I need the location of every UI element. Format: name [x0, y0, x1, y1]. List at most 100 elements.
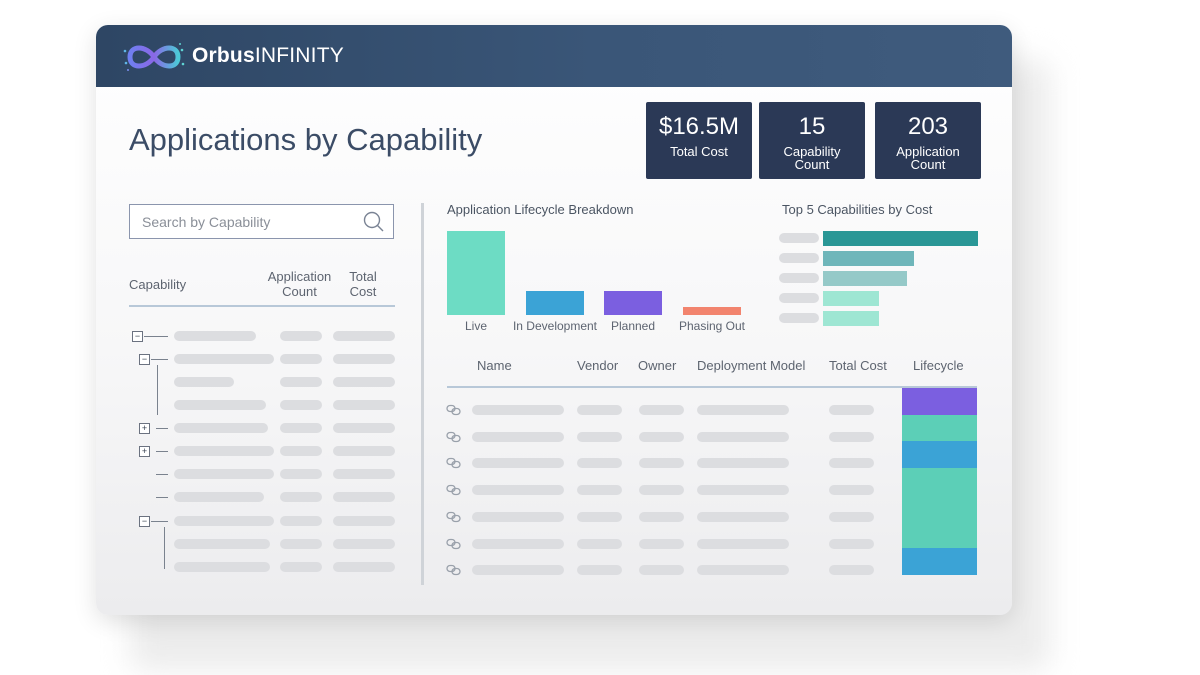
link-icon[interactable]	[446, 431, 462, 443]
kpi-total-cost: $16.5M Total Cost	[646, 102, 752, 179]
app-count-placeholder	[280, 354, 322, 364]
col-lifecycle[interactable]: Lifecycle	[913, 358, 964, 373]
collapse-icon[interactable]: −	[139, 516, 150, 527]
capability-label-placeholder	[779, 233, 819, 243]
owner-placeholder	[639, 538, 684, 549]
vendor-placeholder	[577, 405, 622, 415]
col-application-count[interactable]: Application Count	[267, 269, 332, 299]
lifecycle-bar[interactable]	[683, 306, 741, 315]
lifecycle-bar-label: In Development	[512, 319, 598, 333]
lifecycle-bar[interactable]	[526, 290, 584, 315]
total-cost-placeholder	[333, 539, 395, 549]
lifecycle-bar-label: Planned	[610, 319, 656, 333]
total-cost-placeholder	[333, 492, 395, 502]
collapse-icon[interactable]: −	[132, 331, 143, 342]
capability-label-placeholder	[779, 273, 819, 283]
link-icon[interactable]	[446, 538, 462, 550]
col-total-cost[interactable]: Total Cost	[349, 269, 377, 299]
capability-name-placeholder	[174, 492, 264, 502]
infinity-logo-icon	[123, 43, 185, 71]
top5-bar[interactable]	[823, 291, 879, 306]
lifecycle-cell	[902, 414, 977, 442]
col-capability[interactable]: Capability	[129, 277, 187, 292]
cost-placeholder	[829, 565, 874, 576]
lifecycle-cell	[902, 521, 977, 549]
col-total-cost[interactable]: Total Cost	[829, 358, 887, 373]
name-placeholder	[472, 405, 564, 415]
cost-placeholder	[829, 511, 874, 522]
owner-placeholder	[639, 431, 684, 442]
vendor-placeholder	[577, 565, 622, 576]
lifecycle-cell	[902, 468, 977, 496]
app-count-placeholder	[280, 539, 322, 549]
lifecycle-bar[interactable]	[604, 290, 662, 315]
total-cost-placeholder	[333, 562, 395, 572]
expand-icon[interactable]: +	[139, 423, 150, 434]
brand-light: INFINITY	[254, 44, 344, 67]
panel-divider	[421, 203, 424, 585]
capability-name-placeholder	[174, 377, 234, 387]
total-cost-placeholder	[333, 516, 395, 526]
capability-search[interactable]	[129, 204, 394, 239]
kpi-value: $16.5M	[658, 113, 740, 140]
lifecycle-cell	[902, 548, 977, 576]
vendor-placeholder	[577, 485, 622, 496]
owner-placeholder	[639, 565, 684, 576]
top5-bar[interactable]	[823, 271, 907, 286]
tree-connector	[151, 521, 168, 522]
link-icon[interactable]	[446, 404, 462, 416]
search-icon[interactable]	[363, 211, 385, 233]
app-count-placeholder	[280, 562, 322, 572]
app-count-placeholder	[280, 331, 322, 341]
kpi-label: Total Cost	[670, 144, 728, 159]
link-icon[interactable]	[446, 484, 462, 496]
col-owner[interactable]: Owner	[638, 358, 677, 373]
name-placeholder	[472, 431, 564, 442]
link-icon[interactable]	[446, 457, 462, 469]
app-count-placeholder	[280, 377, 322, 387]
deployment-placeholder	[697, 538, 789, 549]
app-count-placeholder	[280, 469, 322, 479]
tree-connector	[164, 527, 165, 569]
app-count-placeholder	[280, 400, 322, 410]
col-deployment-model[interactable]: Deployment Model	[697, 358, 806, 373]
deployment-placeholder	[697, 565, 789, 576]
top5-bar[interactable]	[823, 311, 879, 326]
name-placeholder	[472, 458, 564, 469]
col-name[interactable]: Name	[477, 358, 512, 373]
link-icon[interactable]	[446, 511, 462, 523]
brand-bold: Orbus	[192, 44, 255, 67]
tree-connector	[156, 428, 168, 429]
lifecycle-cell	[902, 388, 977, 415]
top5-chart-title: Top 5 Capabilities by Cost	[782, 202, 933, 217]
tree-connector	[156, 451, 168, 452]
col-vendor[interactable]: Vendor	[577, 358, 619, 373]
lifecycle-bar[interactable]	[447, 231, 505, 315]
collapse-icon[interactable]: −	[139, 354, 150, 365]
app-count-placeholder	[280, 423, 322, 433]
brand-name: OrbusINFINITY	[192, 44, 344, 68]
lifecycle-cell	[902, 494, 977, 522]
capability-label-placeholder	[779, 293, 819, 303]
kpi-value: 15	[798, 113, 826, 140]
search-input[interactable]	[140, 211, 354, 233]
app-count-placeholder	[280, 446, 322, 456]
top5-bar[interactable]	[823, 251, 915, 266]
tree-connector	[156, 474, 168, 475]
capability-name-placeholder	[174, 354, 274, 364]
deployment-placeholder	[697, 431, 789, 442]
capability-name-placeholder	[174, 539, 270, 549]
kpi-capability-count: 15 Capability Count	[759, 102, 865, 179]
vendor-placeholder	[577, 431, 622, 442]
name-placeholder	[472, 511, 564, 522]
capability-name-placeholder	[174, 446, 274, 456]
top5-bar[interactable]	[823, 231, 978, 246]
capability-name-placeholder	[174, 331, 256, 341]
link-icon[interactable]	[446, 564, 462, 576]
owner-placeholder	[639, 458, 684, 469]
app-header: OrbusINFINITY	[96, 25, 1012, 87]
cost-placeholder	[829, 485, 874, 496]
expand-icon[interactable]: +	[139, 446, 150, 457]
capability-name-placeholder	[174, 516, 274, 526]
name-placeholder	[472, 538, 564, 549]
